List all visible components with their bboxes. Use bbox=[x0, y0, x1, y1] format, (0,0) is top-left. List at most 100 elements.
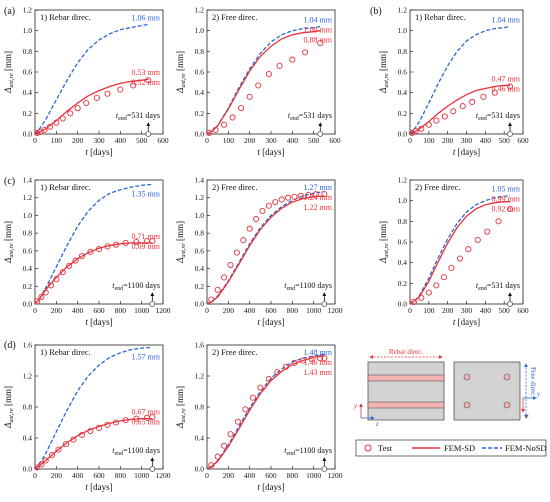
annotation-fem-nosd: 1.05 mm bbox=[492, 185, 521, 194]
y-tick-label: 1.0 bbox=[398, 26, 408, 35]
x-tick-label: 600 bbox=[265, 471, 277, 480]
y-tick-label: 0.6 bbox=[398, 68, 408, 77]
data-point-test bbox=[265, 71, 272, 78]
y-tick-label: 0.4 bbox=[195, 264, 205, 273]
y-tick-label: 0.8 bbox=[398, 217, 408, 226]
axis-y-label: y bbox=[536, 390, 541, 398]
series-line-fem-nosd bbox=[34, 183, 153, 305]
y-tick-label: 0.0 bbox=[195, 130, 205, 139]
data-point-test bbox=[274, 369, 281, 376]
data-point-test bbox=[246, 225, 253, 232]
x-tick-label: 200 bbox=[442, 136, 454, 145]
x-tick-label: 300 bbox=[461, 136, 473, 145]
x-tick-label: 600 bbox=[157, 136, 169, 145]
data-point-test bbox=[474, 236, 481, 243]
panel-title: 1) Rebar direc. bbox=[40, 182, 91, 192]
x-tick-label: 0 bbox=[33, 471, 37, 480]
annotation-value-2: 0.65 mm bbox=[132, 418, 161, 427]
data-point-test bbox=[282, 363, 289, 370]
annotation-fem-nosd: 1.27 mm bbox=[304, 183, 333, 192]
x-tick-label: 400 bbox=[72, 306, 84, 315]
data-point-test bbox=[450, 108, 457, 115]
data-point-test bbox=[491, 89, 498, 96]
y-tick-label: 0.0 bbox=[23, 300, 33, 309]
x-tick-label: 300 bbox=[461, 306, 473, 315]
y-tick-label: 0.4 bbox=[398, 258, 408, 267]
panel-title: 1) Rebar direc. bbox=[40, 347, 91, 357]
panel-title: 2) Free direc. bbox=[212, 12, 258, 22]
data-point-test bbox=[87, 427, 94, 435]
annotation-fem-nosd: 1.35 mm bbox=[132, 189, 161, 198]
tend-marker bbox=[145, 131, 152, 137]
data-point-test bbox=[212, 126, 219, 133]
data-point-test bbox=[456, 255, 463, 262]
x-tick-label: 400 bbox=[244, 471, 256, 480]
x-tick-label: 600 bbox=[329, 136, 341, 145]
y-tick-label: 0.4 bbox=[23, 434, 33, 443]
data-point-test bbox=[412, 127, 419, 134]
legend-label-fem-nosd: FEM-NoSD bbox=[505, 443, 547, 453]
data-point-test bbox=[113, 419, 120, 426]
data-point-test bbox=[291, 359, 298, 366]
x-axis-label: t [days] bbox=[85, 482, 112, 492]
data-point-test bbox=[425, 289, 432, 296]
data-point-test bbox=[70, 436, 77, 443]
data-point-test bbox=[221, 442, 228, 449]
data-point-test bbox=[72, 257, 79, 264]
x-tick-label: 1000 bbox=[134, 471, 149, 480]
data-point-test bbox=[448, 264, 455, 271]
rebar-dot bbox=[463, 401, 471, 409]
y-tick-label: 1.2 bbox=[195, 372, 205, 381]
data-point-test bbox=[78, 253, 85, 260]
rebar-strip-bottom bbox=[367, 401, 445, 409]
x-tick-label: 400 bbox=[287, 136, 299, 145]
tend-marker bbox=[149, 466, 156, 472]
data-point-test bbox=[242, 406, 249, 413]
data-point-test bbox=[246, 93, 253, 100]
data-point-test bbox=[113, 241, 120, 248]
tend-label: tend=1100 days bbox=[284, 446, 332, 457]
data-point-test bbox=[321, 355, 328, 362]
y-tick-label: 0.8 bbox=[398, 47, 408, 56]
panel-title: 2) Free direc. bbox=[212, 182, 258, 192]
data-point-test bbox=[53, 276, 60, 283]
x-tick-label: 300 bbox=[93, 136, 105, 145]
series-line-fem-sd bbox=[34, 78, 149, 135]
tend-marker bbox=[321, 466, 328, 472]
y-tick-label: 0.8 bbox=[195, 47, 205, 56]
x-tick-label: 0 bbox=[205, 306, 209, 315]
x-tick-label: 1000 bbox=[306, 306, 321, 315]
annotation-fem-nosd: 1.48 mm bbox=[304, 348, 333, 357]
data-point-test bbox=[117, 86, 124, 93]
series-line-fem-sd bbox=[409, 201, 510, 305]
free-direction-label: Free direc. bbox=[529, 367, 537, 397]
y-tick-label: 0.2 bbox=[195, 282, 205, 291]
y-axis-label: Δast,re [mm] bbox=[175, 386, 187, 429]
y-tick-label: 0.0 bbox=[23, 130, 33, 139]
chart-panel-c2: 0 200 400 600 800 1000 1200 0.0 0.2 0.4 0.6 0.8 1.0 1… bbox=[175, 176, 343, 328]
data-point-test bbox=[305, 192, 312, 199]
data-point-test bbox=[74, 105, 81, 112]
rebar-strip-top bbox=[367, 374, 445, 382]
data-point-test bbox=[249, 394, 256, 401]
series-line-fem-sd bbox=[206, 30, 321, 135]
data-point-test bbox=[78, 431, 85, 438]
y-axis-label: Δast,re [mm] bbox=[378, 51, 390, 94]
x-tick-label: 1000 bbox=[306, 471, 321, 480]
data-point-test bbox=[312, 191, 319, 198]
data-point-test bbox=[38, 461, 45, 468]
chart-panel-b1: 0 100 200 300 400 500 600 0.0 0.2 0.4 0.6 0.8 1.0 1.2… bbox=[370, 6, 529, 158]
y-tick-label: 0.6 bbox=[195, 68, 205, 77]
data-point-test bbox=[49, 451, 56, 459]
data-point-test bbox=[95, 246, 103, 253]
data-point-test bbox=[308, 355, 315, 363]
y-tick-label: 0.0 bbox=[195, 465, 205, 474]
chart-panel-d1: 0 200 400 600 800 1000 1200 0.0 0.4 0.8 1.2 1.6 t [d… bbox=[3, 340, 171, 492]
chart-panel-a2: 0 100 200 300 400 500 600 0.0 0.2 0.4 0.6 0.8 1.0 1.2… bbox=[175, 6, 341, 158]
y-tick-label: 0.4 bbox=[23, 264, 33, 273]
y-tick-label: 0.0 bbox=[23, 465, 33, 474]
data-point-test bbox=[95, 424, 103, 431]
panel-title: 1) Rebar direc. bbox=[415, 12, 466, 22]
data-point-test bbox=[484, 228, 491, 235]
y-tick-label: 0.0 bbox=[195, 300, 205, 309]
